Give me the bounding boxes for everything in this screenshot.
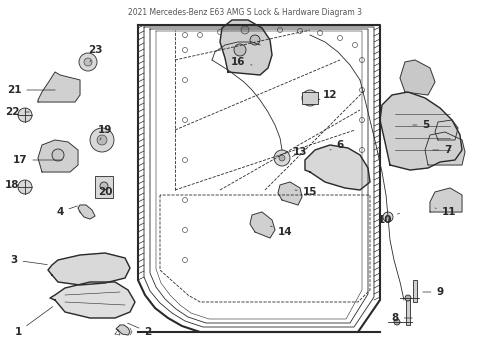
Circle shape <box>52 149 64 161</box>
Text: 5: 5 <box>413 120 430 130</box>
Polygon shape <box>116 325 130 335</box>
Polygon shape <box>220 20 272 75</box>
Text: 9: 9 <box>423 287 443 297</box>
Text: 18: 18 <box>5 180 25 190</box>
Polygon shape <box>305 145 370 190</box>
Circle shape <box>79 53 97 71</box>
Circle shape <box>84 58 92 66</box>
Polygon shape <box>400 60 435 95</box>
Text: 2021 Mercedes-Benz E63 AMG S Lock & Hardware Diagram 3: 2021 Mercedes-Benz E63 AMG S Lock & Hard… <box>128 8 362 17</box>
Circle shape <box>18 108 32 122</box>
Text: 11: 11 <box>435 207 456 217</box>
Bar <box>413 280 417 302</box>
Circle shape <box>383 212 393 222</box>
Circle shape <box>97 135 107 145</box>
Text: 17: 17 <box>13 155 62 165</box>
Text: 14: 14 <box>270 226 293 237</box>
Text: 22: 22 <box>5 107 29 117</box>
Circle shape <box>279 155 285 161</box>
Text: 7: 7 <box>433 145 452 155</box>
Circle shape <box>302 90 318 106</box>
Circle shape <box>234 44 246 56</box>
Polygon shape <box>430 188 462 212</box>
Polygon shape <box>50 282 135 318</box>
Text: 2: 2 <box>127 323 151 337</box>
Text: 15: 15 <box>295 187 317 197</box>
Polygon shape <box>78 205 95 219</box>
Polygon shape <box>278 182 302 205</box>
Text: 8: 8 <box>392 313 412 323</box>
Text: 20: 20 <box>98 187 112 197</box>
Polygon shape <box>38 140 78 172</box>
Circle shape <box>18 180 32 194</box>
Circle shape <box>241 26 249 34</box>
Circle shape <box>405 295 411 301</box>
Polygon shape <box>250 212 275 238</box>
Circle shape <box>274 150 290 166</box>
Text: 21: 21 <box>7 85 55 95</box>
Text: 4: 4 <box>56 206 77 217</box>
Text: 19: 19 <box>98 125 112 140</box>
Polygon shape <box>425 132 465 165</box>
Circle shape <box>90 128 114 152</box>
Text: 1: 1 <box>14 307 53 337</box>
Text: 23: 23 <box>88 45 102 62</box>
Bar <box>406 297 410 325</box>
Text: 3: 3 <box>10 255 47 265</box>
Text: 6: 6 <box>330 140 343 150</box>
Polygon shape <box>380 92 462 170</box>
Text: 16: 16 <box>231 57 252 67</box>
Text: 10: 10 <box>378 213 399 225</box>
Polygon shape <box>38 72 80 102</box>
Text: 12: 12 <box>318 90 337 100</box>
Circle shape <box>394 319 400 325</box>
Polygon shape <box>435 120 458 140</box>
Bar <box>95 176 113 198</box>
Bar <box>302 92 318 104</box>
Polygon shape <box>48 253 130 285</box>
Circle shape <box>100 182 108 190</box>
Circle shape <box>250 35 260 45</box>
Text: 13: 13 <box>293 147 307 157</box>
